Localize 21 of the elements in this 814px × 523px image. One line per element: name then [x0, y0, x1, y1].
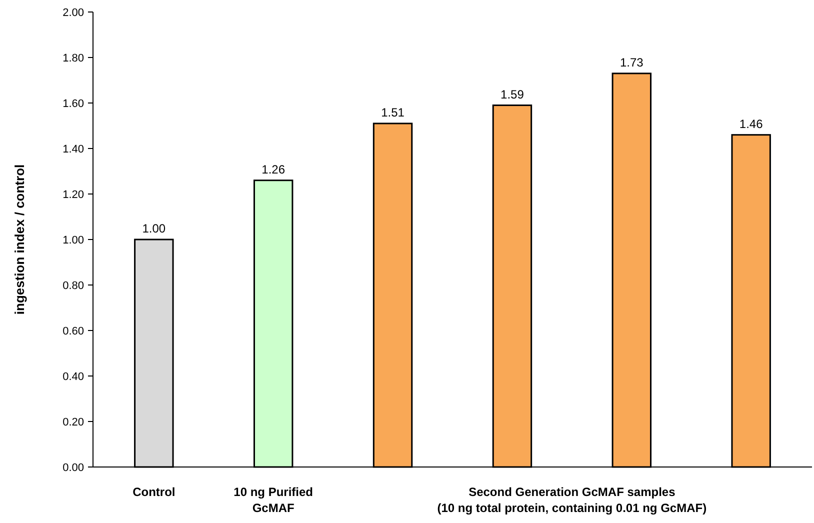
y-tick-label: 1.80: [62, 52, 84, 64]
y-tick-label: 1.00: [62, 234, 84, 246]
y-tick-label: 0.60: [62, 325, 84, 338]
x-tick-label: 10 ng Purified GcMAF: [234, 485, 314, 515]
data-label: 1.73: [620, 55, 644, 70]
text: Second Generation GcMAF samples (10 ng total protein, containing 0.01 ng GcMAF): [437, 485, 707, 515]
y-tick-label: 0.40: [62, 370, 84, 383]
data-label: 1.00: [142, 222, 166, 236]
x-tick-label: Control: [132, 485, 176, 499]
y-tick-label: 1.20: [62, 188, 84, 201]
y-tick-label: 0.00: [62, 462, 84, 474]
y-tick-label: 0.20: [62, 416, 84, 428]
data-label: 1.59: [500, 87, 524, 102]
data-label: 1.26: [262, 162, 286, 176]
data-label: 1.51: [381, 105, 405, 120]
y-tick-label: 1.40: [62, 143, 84, 156]
y-tick-label: 1.60: [62, 98, 84, 110]
y-axis-title: ingestion index / control: [12, 164, 27, 315]
y-tick-label: 2.00: [62, 6, 84, 19]
y-tick-label: 0.80: [62, 280, 84, 292]
data-label: 1.46: [739, 116, 764, 131]
